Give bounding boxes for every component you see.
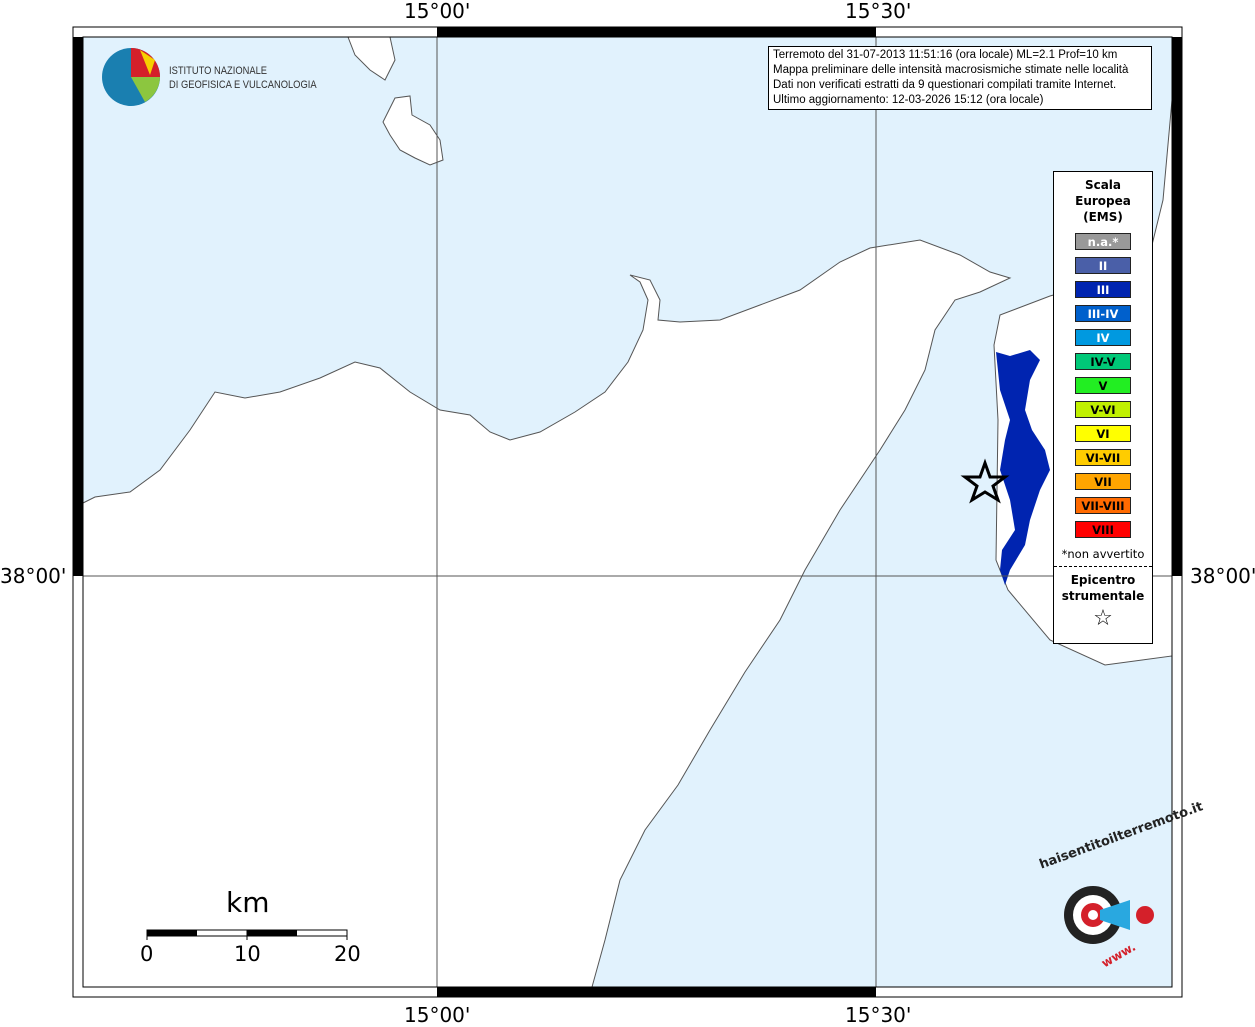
- sicily-land: [82, 239, 1012, 988]
- legend-swatch-ii: II: [1075, 257, 1131, 274]
- lat-label-left: 38°00': [0, 564, 67, 588]
- legend-swatch-iii: III: [1075, 281, 1131, 298]
- lat-label-right: 38°00': [1190, 564, 1255, 588]
- scale-bar: [146, 929, 348, 940]
- legend-swatch-v: V: [1075, 377, 1131, 394]
- hsit-logo-icon: [1064, 886, 1154, 944]
- info-line3: Dati non verificati estratti da 9 questi…: [773, 79, 1117, 91]
- legend-swatch-iv-v: IV-V: [1075, 353, 1131, 370]
- legend-swatch-v-vi: V-VI: [1075, 401, 1131, 418]
- event-info-box: Terremoto del 31-07-2013 11:51:16 (ora l…: [768, 46, 1152, 110]
- legend-swatch-vii: VII: [1075, 473, 1131, 490]
- lon-label-bottom-15-30: 15°30': [845, 1003, 912, 1027]
- intensity-legend: Scala Europea (EMS) n.a.* II III III-IV IV IV…: [1053, 171, 1153, 644]
- legend-swatch-vi-vii: VI-VII: [1075, 449, 1131, 466]
- legend-swatch-vi: VI: [1075, 425, 1131, 442]
- legend-swatch-iii-iv: III-IV: [1075, 305, 1131, 322]
- legend-swatch-na: n.a.*: [1075, 233, 1131, 250]
- lon-label-bottom-15-00: 15°00': [404, 1003, 471, 1027]
- intensity-area-iii: [996, 350, 1050, 585]
- legend-star-icon: ☆: [1093, 606, 1113, 631]
- legend-title: Scala Europea (EMS): [1075, 178, 1131, 224]
- legend-note: *non avvertito: [1061, 547, 1145, 561]
- ingv-logo-icon: [102, 48, 160, 106]
- legend-swatch-viii: VIII: [1075, 521, 1131, 538]
- lon-label-top-15-30: 15°30': [845, 0, 912, 23]
- scale-tick-0: 0: [140, 942, 154, 966]
- epicenter-star-icon: [960, 458, 1010, 504]
- ingv-logo-text: ISTITUTO NAZIONALE DI GEOFISICA E VULCAN…: [169, 64, 317, 92]
- scale-unit: km: [226, 886, 270, 919]
- info-line1: Terremoto del 31-07-2013 11:51:16 (ora l…: [773, 49, 1118, 61]
- lon-label-top-15-00: 15°00': [404, 0, 471, 23]
- legend-epicenter-label: Epicentro strumentale: [1061, 573, 1145, 603]
- ingv-line2: DI GEOFISICA E VULCANOLOGIA: [169, 79, 317, 91]
- legend-swatch-vii-viii: VII-VIII: [1075, 497, 1131, 514]
- scale-tick-10: 10: [234, 942, 261, 966]
- legend-swatch-iv: IV: [1075, 329, 1131, 346]
- ingv-line1: ISTITUTO NAZIONALE: [169, 65, 268, 77]
- info-line2: Mappa preliminare delle intensità macros…: [773, 64, 1129, 76]
- scale-tick-20: 20: [334, 942, 361, 966]
- info-line4: Ultimo aggiornamento: 12-03-2026 15:12 (…: [773, 94, 1044, 106]
